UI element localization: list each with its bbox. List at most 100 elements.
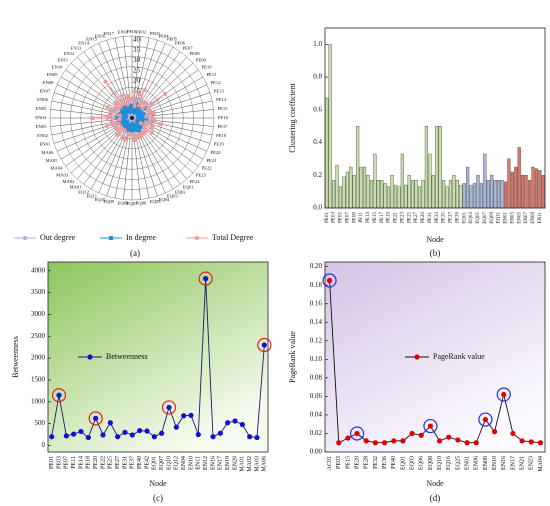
x-tick-label: PE11 <box>359 212 364 223</box>
bar <box>493 179 497 209</box>
node-label: EN14 <box>78 41 89 46</box>
y-tick-label: 1.0 <box>313 40 322 48</box>
x-tick-label: PE03 <box>56 456 62 469</box>
point <box>144 428 150 434</box>
point <box>137 427 143 434</box>
point <box>119 114 124 119</box>
x-tick-label: MA02 <box>247 456 253 472</box>
point <box>135 119 140 124</box>
node-label: EQ06 <box>136 201 147 206</box>
x-tick-label: PE22 <box>100 456 106 469</box>
node-label: PE17 <box>218 124 229 129</box>
point <box>195 431 201 438</box>
bar <box>486 179 490 209</box>
node-label: EN11 <box>58 58 69 63</box>
point <box>107 113 112 118</box>
bar <box>445 186 449 209</box>
node-label: PE21 <box>206 158 217 163</box>
x-tick-label: EN11 <box>196 456 202 470</box>
point <box>144 117 149 122</box>
node-label: EN16 <box>95 33 106 38</box>
point <box>143 120 148 125</box>
y-tick-label: 1500 <box>31 376 46 384</box>
point <box>181 413 187 419</box>
point <box>132 103 137 108</box>
x-tick-label: PE03 <box>336 456 342 469</box>
point <box>140 118 145 123</box>
node-label: MA01 <box>69 185 82 190</box>
spoke <box>131 76 204 119</box>
point <box>125 102 130 107</box>
bar <box>400 153 404 209</box>
x-tick-label: PE31 <box>122 456 128 469</box>
node-label: MA05 <box>46 158 59 163</box>
plot-frame <box>47 261 269 453</box>
bar <box>338 186 343 209</box>
bar <box>383 183 387 209</box>
bar <box>466 166 470 209</box>
node-label: PE11 <box>206 72 216 77</box>
point <box>137 92 142 97</box>
caption: (d) <box>430 493 441 503</box>
x-tick-label: EN17 <box>510 456 516 470</box>
node-label: EQ01 <box>183 185 194 190</box>
node-label: EQ03 <box>167 194 178 199</box>
x-tick-label: EN11 <box>538 212 543 224</box>
bar <box>328 44 332 209</box>
point <box>336 440 342 446</box>
point <box>105 105 110 110</box>
bar <box>521 175 525 209</box>
x-tick-label: EQ12 <box>174 456 180 470</box>
legend-label: PageRank value <box>433 352 485 361</box>
point <box>100 432 106 438</box>
bar <box>404 184 408 209</box>
highlight-ring <box>423 418 438 434</box>
point <box>116 106 121 111</box>
point <box>78 428 84 435</box>
point <box>254 434 260 441</box>
point <box>117 117 122 122</box>
x-tick-label: EN01 <box>504 212 509 224</box>
r-tick-label: 40 <box>133 36 141 44</box>
y-tick-label: 0.0 <box>313 204 322 212</box>
point <box>103 79 108 84</box>
point <box>132 138 137 143</box>
y-tick-label: 2000 <box>31 354 46 362</box>
bar <box>390 175 394 209</box>
point <box>136 121 141 126</box>
bar <box>500 179 504 209</box>
point <box>482 416 489 423</box>
point <box>446 434 452 440</box>
point <box>195 236 199 240</box>
point <box>114 132 119 137</box>
bar <box>369 179 373 209</box>
x-tick-label: EQ25 <box>455 456 461 470</box>
x-tick-label: PE37 <box>449 212 454 223</box>
x-tick-label: EQ01 <box>400 456 406 470</box>
bar <box>376 179 380 209</box>
point <box>122 119 127 124</box>
node-label: EN15 <box>86 36 97 41</box>
point <box>140 106 145 111</box>
point <box>124 124 129 129</box>
point <box>217 430 223 436</box>
x-tick-label: EQ10 <box>166 456 172 470</box>
x-axis-label: Node <box>426 235 444 244</box>
x-tick-label: EQ01 <box>152 456 158 470</box>
x-tick-label: PE42 <box>144 456 150 469</box>
x-tick-label: EN21 <box>519 456 525 470</box>
x-tick-label: MA01 <box>240 456 246 472</box>
point <box>158 121 163 126</box>
highlight-ring <box>88 411 103 426</box>
point <box>125 93 130 98</box>
bar <box>510 171 514 209</box>
caption: (c) <box>153 493 163 503</box>
point <box>119 125 124 130</box>
highlight-ring <box>478 412 493 427</box>
point <box>427 423 434 429</box>
node-label: MA02 <box>62 179 75 184</box>
bar <box>442 179 446 209</box>
x-tick-label: PE07 <box>345 212 350 223</box>
point <box>121 101 126 106</box>
point <box>125 119 130 124</box>
